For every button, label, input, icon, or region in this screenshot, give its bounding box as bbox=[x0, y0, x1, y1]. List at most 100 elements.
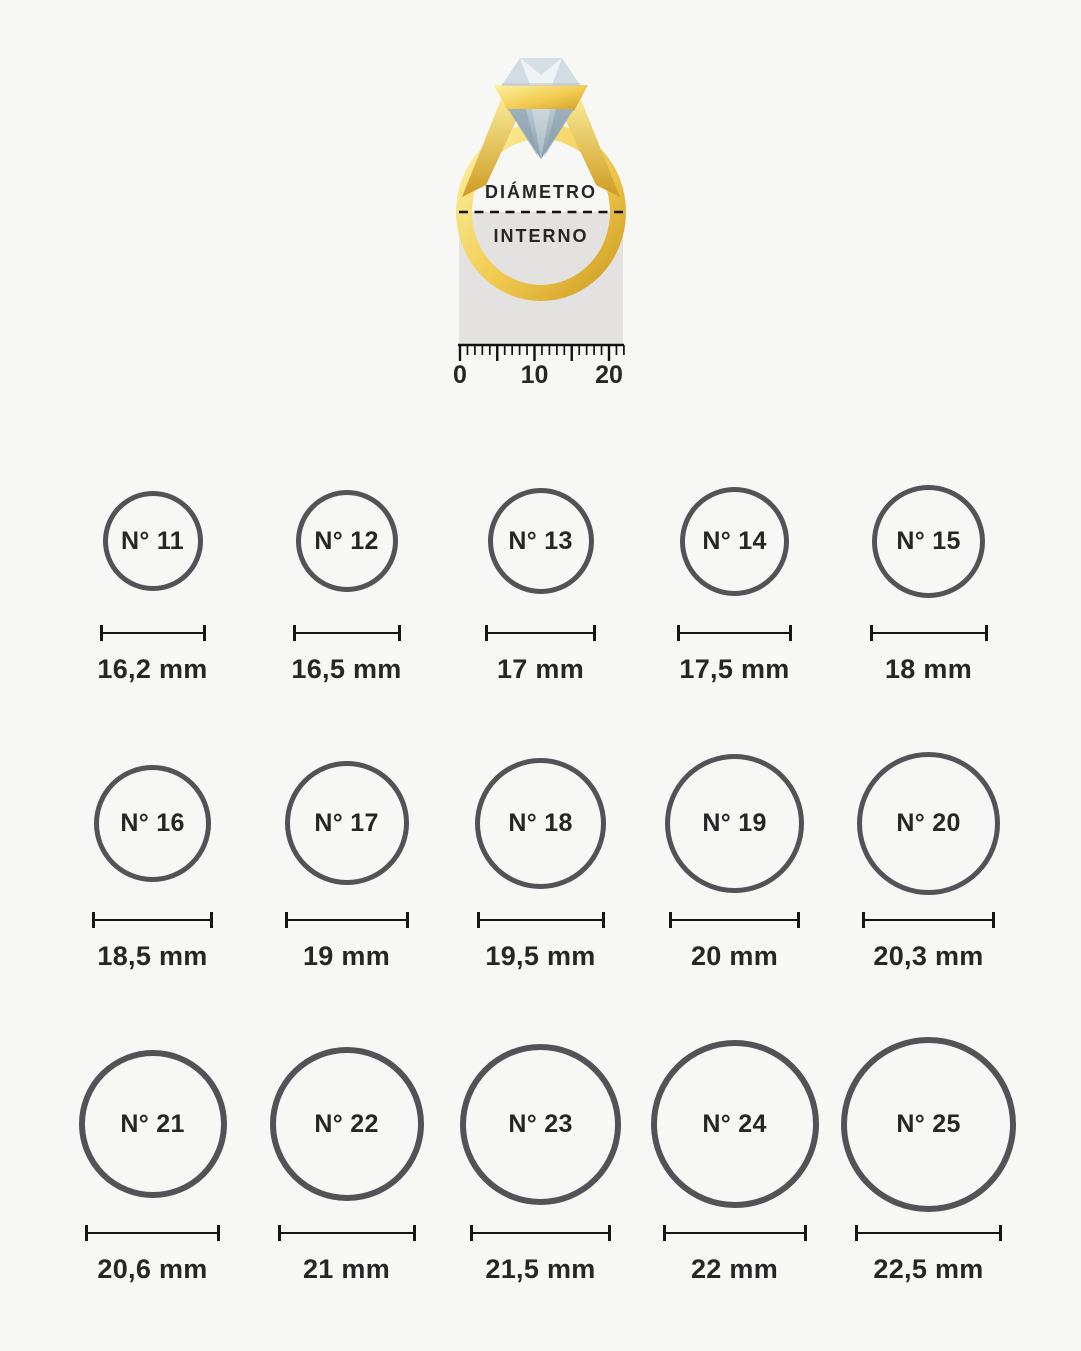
ring-size-item: N° 14 17,5 mm bbox=[638, 481, 832, 685]
ruler-number: 10 bbox=[520, 361, 548, 389]
measure-line bbox=[862, 912, 995, 928]
measure-line bbox=[292, 625, 401, 641]
circle-wrap: N° 16 bbox=[94, 748, 211, 898]
diameter-value-label: 22 mm bbox=[690, 1254, 779, 1284]
ring-size-item: N° 11 16,2 mm bbox=[56, 481, 250, 685]
measure-line bbox=[855, 1225, 1002, 1241]
ruler-number: 0 bbox=[453, 361, 467, 389]
diameter-value-label: 21 mm bbox=[302, 1254, 391, 1284]
diamond-facet bbox=[519, 58, 562, 75]
circle-wrap: N° 14 bbox=[680, 481, 789, 601]
ring-circle: N° 17 bbox=[284, 761, 409, 885]
ring-plate bbox=[493, 85, 588, 111]
measure-line bbox=[470, 1225, 611, 1241]
measure-line bbox=[662, 1225, 807, 1241]
circle-wrap: N° 21 bbox=[78, 1034, 227, 1214]
circle-wrap: N° 20 bbox=[857, 748, 1000, 898]
ruler bbox=[457, 343, 625, 361]
diameter-value-label: 17,5 mm bbox=[679, 654, 790, 684]
ring-size-item: N° 23 21,5 mm bbox=[444, 1034, 638, 1285]
diameter-label-top: DIÁMETRO bbox=[485, 181, 597, 202]
diamond-facet bbox=[543, 109, 574, 157]
measure-line bbox=[476, 912, 605, 928]
diameter-value-label: 22,5 mm bbox=[873, 1254, 984, 1284]
ring-size-number: N° 21 bbox=[120, 1109, 185, 1138]
ring-circle: N° 15 bbox=[872, 484, 985, 598]
ring-size-number: N° 25 bbox=[896, 1109, 961, 1138]
ring-size-item: N° 12 16,5 mm bbox=[250, 481, 444, 685]
ring-size-item: N° 18 19,5 mm bbox=[444, 748, 638, 972]
ring-circle: N° 23 bbox=[460, 1043, 621, 1205]
ring-circle: N° 25 bbox=[841, 1036, 1016, 1212]
ring-size-number: N° 16 bbox=[120, 808, 185, 837]
diameter-value-label: 19,5 mm bbox=[485, 941, 596, 971]
grid-row-2: N° 16 18,5 mm N° 17 19 mm N° 18 19, bbox=[0, 748, 1081, 972]
ring-size-number: N° 12 bbox=[314, 526, 379, 555]
ring-circle: N° 14 bbox=[680, 486, 789, 596]
circle-wrap: N° 22 bbox=[269, 1034, 424, 1214]
ring-circle: N° 21 bbox=[78, 1050, 227, 1198]
ring-size-item: N° 15 18 mm bbox=[832, 481, 1026, 685]
ring-diameter-figure: DIÁMETRO INTERNO 0 10 20 bbox=[426, 45, 656, 395]
diamond-facet bbox=[531, 109, 550, 159]
ring-size-item: N° 13 17 mm bbox=[444, 481, 638, 685]
ring-circle: N° 18 bbox=[475, 757, 606, 889]
ring-size-number: N° 13 bbox=[508, 526, 573, 555]
ring-circle: N° 20 bbox=[857, 751, 1000, 895]
ring-size-item: N° 21 20,6 mm bbox=[56, 1034, 250, 1285]
ring-circle: N° 19 bbox=[665, 753, 804, 893]
circle-wrap: N° 17 bbox=[284, 748, 409, 898]
grid-row-3: N° 21 20,6 mm N° 22 21 mm N° 23 21, bbox=[0, 1034, 1081, 1285]
ring-circle: N° 22 bbox=[269, 1047, 424, 1201]
diamond-girdle bbox=[501, 83, 580, 86]
diameter-value-label: 20,6 mm bbox=[97, 1254, 208, 1284]
ring-circle: N° 12 bbox=[295, 490, 398, 592]
ring-size-number: N° 23 bbox=[508, 1109, 573, 1138]
ring-size-number: N° 20 bbox=[896, 808, 961, 837]
ring-illustration: DIÁMETRO INTERNO 0 10 20 bbox=[453, 58, 626, 389]
ring-size-number: N° 11 bbox=[121, 526, 184, 555]
circle-wrap: N° 12 bbox=[295, 481, 398, 601]
circle-wrap: N° 24 bbox=[650, 1034, 819, 1214]
measure-line bbox=[284, 912, 409, 928]
diameter-value-label: 21,5 mm bbox=[485, 1254, 596, 1284]
circle-wrap: N° 18 bbox=[475, 748, 606, 898]
ring-sizes-grid: N° 11 16,2 mm N° 12 16,5 mm N° 13 1 bbox=[0, 481, 1081, 1285]
diameter-value-label: 18 mm bbox=[884, 654, 973, 684]
diameter-value-label: 17 mm bbox=[496, 654, 585, 684]
ring-size-number: N° 22 bbox=[314, 1109, 379, 1138]
diameter-value-label: 19 mm bbox=[302, 941, 391, 971]
measure-line bbox=[99, 625, 206, 641]
diameter-label-bottom: INTERNO bbox=[493, 226, 588, 246]
measure-line bbox=[92, 912, 213, 928]
diameter-value-label: 16,2 mm bbox=[97, 654, 208, 684]
ring-size-number: N° 18 bbox=[508, 808, 573, 837]
ring-size-item: N° 22 21 mm bbox=[250, 1034, 444, 1285]
grid-row-1: N° 11 16,2 mm N° 12 16,5 mm N° 13 1 bbox=[0, 481, 1081, 685]
ring-circle: N° 13 bbox=[487, 488, 594, 594]
circle-wrap: N° 25 bbox=[841, 1034, 1016, 1214]
ring-circle: N° 24 bbox=[650, 1040, 819, 1208]
ring-size-number: N° 15 bbox=[896, 526, 961, 555]
diameter-value-label: 20 mm bbox=[690, 941, 779, 971]
ruler-numbers: 0 10 20 bbox=[453, 361, 623, 389]
measure-line bbox=[277, 1225, 416, 1241]
diamond-facet bbox=[507, 109, 538, 157]
ring-size-item: N° 16 18,5 mm bbox=[56, 748, 250, 972]
ring-circle: N° 11 bbox=[102, 491, 203, 591]
ring-circle: N° 16 bbox=[94, 764, 211, 882]
ring-size-number: N° 24 bbox=[702, 1109, 767, 1138]
circle-wrap: N° 11 bbox=[102, 481, 203, 601]
diamond-facet bbox=[501, 58, 530, 85]
ring-size-item: N° 20 20,3 mm bbox=[832, 748, 1026, 972]
ring-size-number: N° 19 bbox=[702, 808, 767, 837]
ring-size-number: N° 14 bbox=[702, 526, 767, 555]
diameter-value-label: 16,5 mm bbox=[291, 654, 402, 684]
diameter-value-label: 20,3 mm bbox=[873, 941, 984, 971]
measure-line bbox=[485, 625, 596, 641]
ring-size-item: N° 19 20 mm bbox=[638, 748, 832, 972]
diamond-facet bbox=[551, 58, 580, 85]
ring-size-number: N° 17 bbox=[314, 808, 379, 837]
circle-wrap: N° 13 bbox=[487, 481, 594, 601]
